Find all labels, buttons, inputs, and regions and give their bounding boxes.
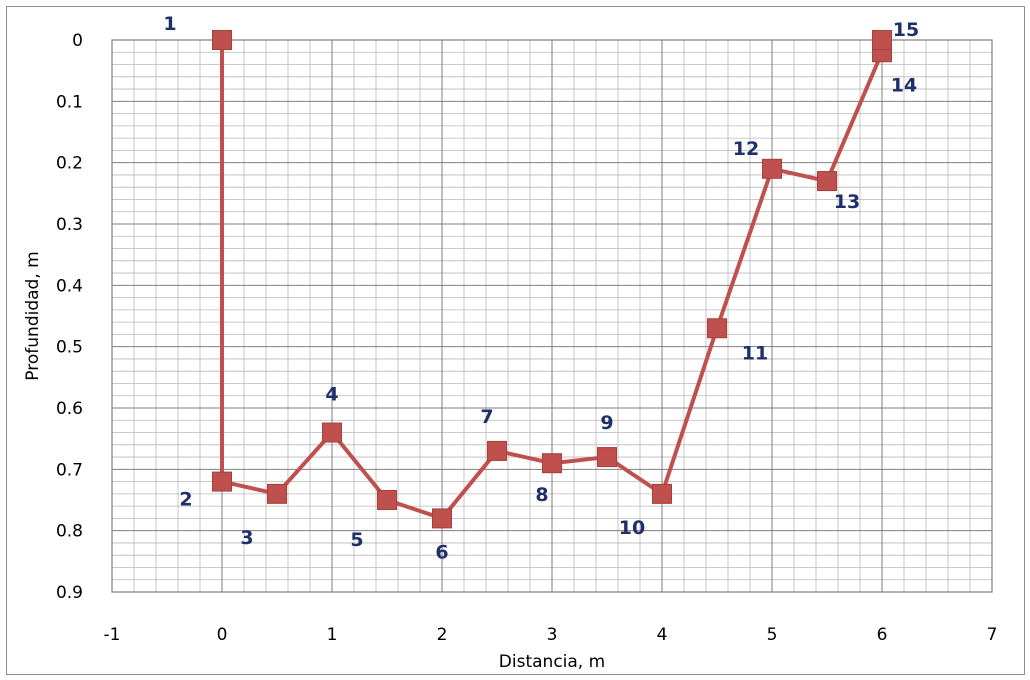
point-label: 13 [834,191,860,213]
point-label: 4 [325,384,338,406]
point-label: 10 [619,517,645,539]
point-label: 14 [891,74,917,96]
y-axis-title: Profundidad, m [23,251,43,380]
point-label: 9 [600,412,613,434]
data-point-marker [542,453,562,474]
point-label: 7 [480,406,493,428]
x-tick-label: 4 [657,625,668,645]
y-tick-labels: 0 0.1 0.2 0.3 0.4 0.5 0.6 0.7 0.8 0.9 [56,31,83,603]
point-label: 8 [535,484,548,506]
x-tick-label: 0 [217,625,228,645]
point-label: 1 [163,13,176,35]
point-label: 11 [742,342,768,364]
data-point-marker [597,447,617,468]
point-label: 5 [350,529,363,551]
y-tick-label: 0.6 [56,399,83,419]
data-point-marker [377,490,397,510]
data-point-marker [762,158,782,179]
y-tick-label: 0.2 [56,154,83,174]
point-label: 6 [435,541,448,563]
data-point-marker [322,422,342,443]
data-point-marker [212,30,232,50]
x-tick-label: 3 [547,625,558,645]
x-tick-label: -1 [104,625,121,645]
x-tick-label: 2 [437,625,448,645]
data-point-marker [652,483,672,504]
point-label: 15 [893,19,919,41]
data-point-marker [267,483,287,504]
point-label: 12 [733,138,759,160]
x-tick-labels: -1 0 1 2 3 4 5 6 7 [104,625,998,645]
y-tick-label: 0 [72,31,83,51]
data-point-marker [872,30,892,50]
data-point-marker [707,318,727,339]
x-tick-label: 1 [327,625,338,645]
x-tick-label: 7 [987,625,998,645]
data-point-marker [212,471,232,492]
y-tick-label: 0.8 [56,522,83,542]
data-point-marker [432,508,452,529]
y-tick-label: 0.1 [56,92,83,112]
y-tick-label: 0.4 [56,276,83,296]
y-tick-label: 0.7 [56,460,83,480]
x-tick-label: 6 [877,625,888,645]
depth-series [212,30,892,529]
x-tick-label: 5 [767,625,778,645]
y-tick-label: 0.9 [56,583,83,603]
x-axis-title: Distancia, m [499,652,605,672]
plot-area-border [111,39,993,593]
y-tick-label: 0.3 [56,215,83,235]
y-tick-label: 0.5 [56,338,83,358]
data-point-marker [487,440,507,461]
point-label: 2 [179,489,192,511]
chart-frame [6,6,1025,675]
point-label: 3 [240,527,253,549]
data-point-marker [817,171,837,192]
